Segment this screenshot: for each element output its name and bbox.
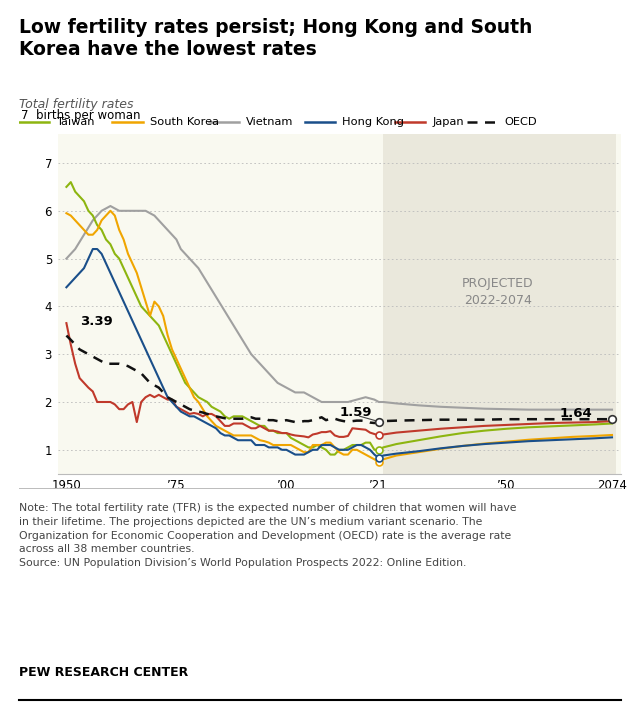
Text: Total fertility rates: Total fertility rates <box>19 98 134 110</box>
Text: 3.39: 3.39 <box>79 315 113 328</box>
Text: OECD: OECD <box>505 117 538 127</box>
Text: Low fertility rates persist; Hong Kong and South
Korea have the lowest rates: Low fertility rates persist; Hong Kong a… <box>19 18 532 59</box>
Bar <box>383 134 616 474</box>
Text: PROJECTED
2022-2074: PROJECTED 2022-2074 <box>462 277 533 307</box>
Text: PEW RESEARCH CENTER: PEW RESEARCH CENTER <box>19 666 188 679</box>
Text: Hong Kong: Hong Kong <box>342 117 404 127</box>
Text: Note: The total fertility rate (TFR) is the expected number of children that wom: Note: The total fertility rate (TFR) is … <box>19 503 516 568</box>
Text: 1.64: 1.64 <box>559 407 592 420</box>
Text: 1.59: 1.59 <box>339 406 372 419</box>
Text: 7  births per woman: 7 births per woman <box>21 110 141 122</box>
Text: Japan: Japan <box>433 117 464 127</box>
Text: Taiwan: Taiwan <box>56 117 95 127</box>
Text: South Korea: South Korea <box>150 117 219 127</box>
Text: Vietnam: Vietnam <box>246 117 293 127</box>
